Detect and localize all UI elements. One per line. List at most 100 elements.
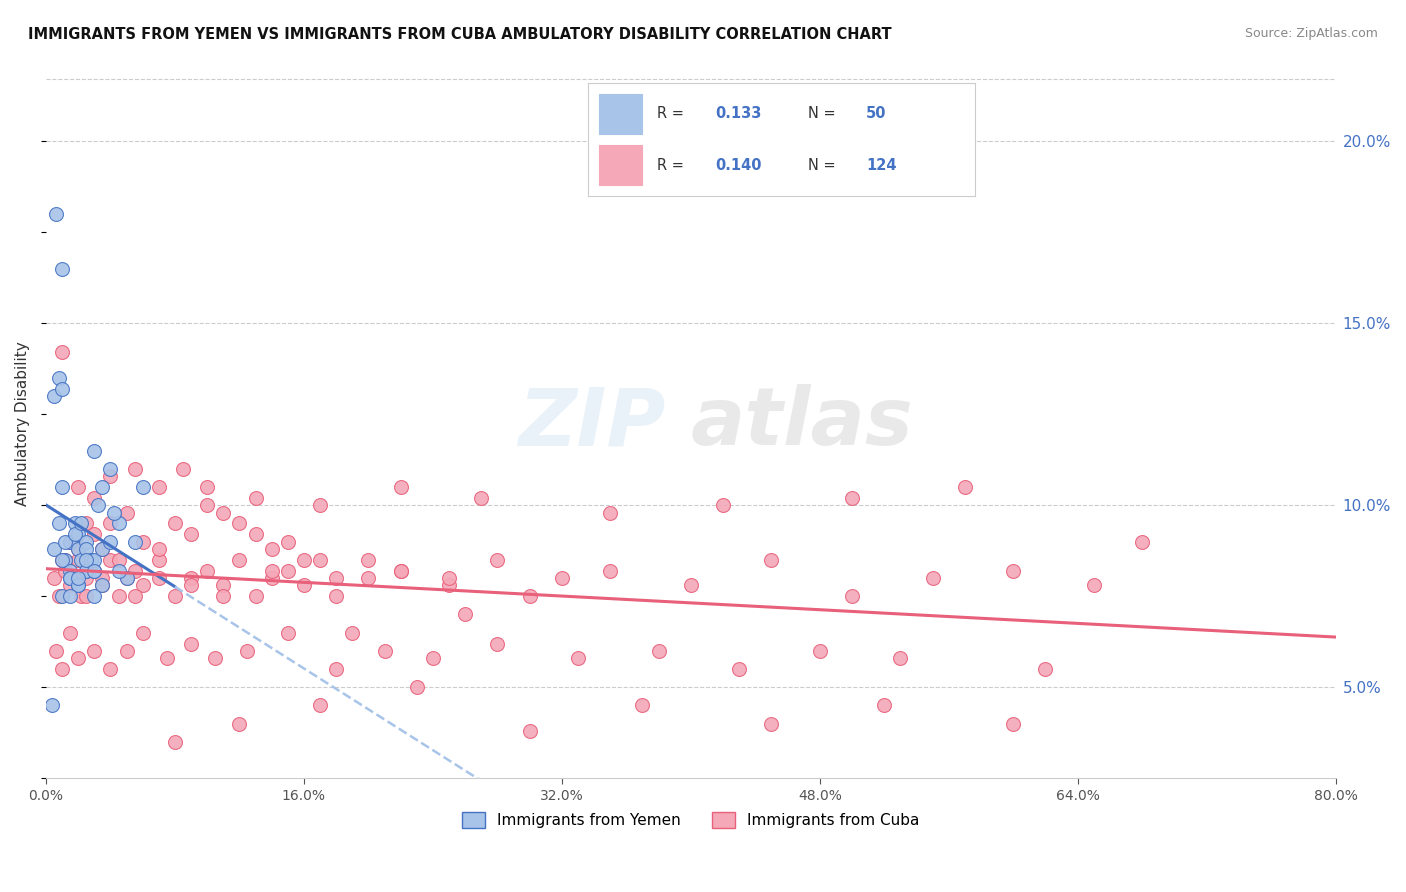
Point	[486, 553, 509, 567]
Point	[163, 516, 186, 531]
Point	[48, 516, 70, 531]
Point	[42, 389, 65, 403]
Point	[45, 207, 67, 221]
Point	[59, 625, 82, 640]
Point	[91, 541, 114, 556]
Point	[75, 534, 97, 549]
Point	[48, 371, 70, 385]
Point	[59, 578, 82, 592]
Point	[647, 644, 669, 658]
Point	[180, 571, 202, 585]
Point	[921, 571, 943, 585]
Point	[245, 589, 267, 603]
Point	[67, 527, 90, 541]
Point	[59, 534, 82, 549]
Point	[156, 651, 179, 665]
Point	[1002, 716, 1025, 731]
Point	[75, 589, 97, 603]
Point	[277, 534, 299, 549]
Point	[889, 651, 911, 665]
Point	[519, 589, 541, 603]
Point	[51, 662, 73, 676]
Point	[51, 345, 73, 359]
Point	[115, 644, 138, 658]
Point	[148, 480, 170, 494]
Point	[100, 662, 122, 676]
Point	[75, 571, 97, 585]
Point	[51, 382, 73, 396]
Point	[124, 534, 146, 549]
Point	[48, 589, 70, 603]
Point	[148, 571, 170, 585]
Point	[67, 541, 90, 556]
Point	[131, 625, 153, 640]
Point	[357, 571, 380, 585]
Point	[148, 553, 170, 567]
Point	[59, 571, 82, 585]
Point	[124, 589, 146, 603]
Point	[309, 553, 332, 567]
Point	[212, 589, 235, 603]
Point	[107, 589, 129, 603]
Point	[83, 491, 105, 505]
Point	[83, 644, 105, 658]
Point	[67, 578, 90, 592]
Text: Source: ZipAtlas.com: Source: ZipAtlas.com	[1244, 27, 1378, 40]
Point	[100, 553, 122, 567]
Point	[86, 498, 108, 512]
Point	[309, 698, 332, 713]
Point	[260, 571, 283, 585]
Point	[711, 498, 734, 512]
Point	[405, 680, 427, 694]
Point	[75, 564, 97, 578]
Point	[51, 589, 73, 603]
Point	[53, 553, 76, 567]
Point	[83, 564, 105, 578]
Point	[67, 541, 90, 556]
Point	[59, 589, 82, 603]
Point	[107, 564, 129, 578]
Point	[454, 607, 477, 622]
Point	[148, 541, 170, 556]
Point	[75, 553, 97, 567]
Point	[195, 498, 218, 512]
Point	[51, 553, 73, 567]
Point	[83, 589, 105, 603]
Point	[599, 506, 621, 520]
Text: ZIP: ZIP	[517, 384, 665, 462]
Point	[70, 553, 93, 567]
Y-axis label: Ambulatory Disability: Ambulatory Disability	[15, 341, 30, 506]
Point	[107, 553, 129, 567]
Point	[163, 735, 186, 749]
Point	[389, 564, 412, 578]
Point	[83, 553, 105, 567]
Point	[180, 578, 202, 592]
Point	[75, 564, 97, 578]
Point	[228, 716, 250, 731]
Point	[389, 480, 412, 494]
Point	[470, 491, 492, 505]
Point	[277, 625, 299, 640]
Point	[115, 571, 138, 585]
Point	[83, 564, 105, 578]
Point	[953, 480, 976, 494]
Point	[180, 527, 202, 541]
Point	[67, 571, 90, 585]
Point	[631, 698, 654, 713]
Point	[100, 462, 122, 476]
Point	[180, 636, 202, 650]
Point	[83, 527, 105, 541]
Point	[245, 527, 267, 541]
Point	[59, 571, 82, 585]
Point	[100, 534, 122, 549]
Point	[195, 480, 218, 494]
Point	[212, 506, 235, 520]
Legend: Immigrants from Yemen, Immigrants from Cuba: Immigrants from Yemen, Immigrants from C…	[456, 806, 925, 834]
Point	[567, 651, 589, 665]
Point	[204, 651, 226, 665]
Point	[599, 564, 621, 578]
Point	[325, 662, 347, 676]
Point	[342, 625, 364, 640]
Point	[292, 553, 315, 567]
Point	[63, 534, 86, 549]
